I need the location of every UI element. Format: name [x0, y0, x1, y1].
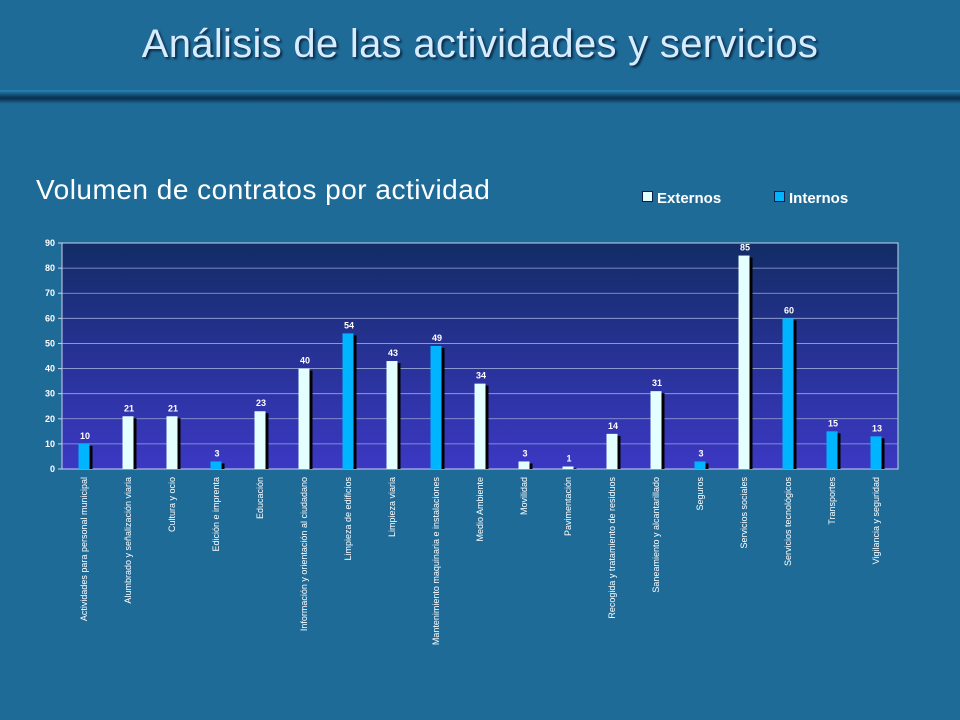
bar-internos — [694, 461, 706, 469]
x-category-label: Seguros — [695, 477, 705, 511]
x-category-label: Recogida y tratamiento de residuos — [607, 477, 617, 619]
legend-swatch-internos — [774, 191, 785, 202]
bar-internos — [430, 345, 442, 469]
data-label: 21 — [168, 403, 178, 413]
legend-label-externos: Externos — [657, 190, 722, 207]
y-tick-label: 80 — [45, 263, 55, 273]
data-label: 23 — [256, 398, 266, 408]
y-tick-label: 90 — [45, 238, 55, 248]
x-category-label: Actividades para personal municipal — [79, 477, 89, 621]
legend-swatch-externos — [642, 191, 653, 202]
data-label: 31 — [652, 378, 662, 388]
x-category-label: Cultura y ocio — [167, 477, 177, 532]
legend-item-externos: Externos — [642, 190, 721, 207]
title-divider — [0, 90, 960, 104]
bar-externos — [166, 416, 178, 469]
y-tick-label: 40 — [45, 364, 55, 374]
bar-internos — [870, 436, 882, 469]
bar-externos — [738, 255, 750, 469]
x-category-label: Educación — [255, 477, 265, 519]
data-label: 1 — [566, 453, 571, 463]
x-category-label: Transportes — [827, 477, 837, 525]
data-label: 3 — [698, 448, 703, 458]
y-tick-label: 50 — [45, 338, 55, 348]
x-category-label: Movilidad — [519, 477, 529, 515]
bar-externos — [254, 411, 266, 469]
bar-internos — [782, 318, 794, 469]
x-category-label: Edición e imprenta — [211, 477, 221, 552]
bar-externos — [650, 391, 662, 469]
bar-externos — [386, 361, 398, 469]
data-label: 13 — [872, 423, 882, 433]
data-label: 10 — [80, 431, 90, 441]
bar-internos — [826, 431, 838, 469]
x-category-label: Medio Ambiente — [475, 477, 485, 542]
chart-title: Volumen de contratos por actividad — [36, 174, 491, 205]
x-category-label: Limpieza de edificios — [343, 477, 353, 561]
x-category-label: Limpieza viaria — [387, 477, 397, 537]
y-tick-label: 20 — [45, 414, 55, 424]
data-label: 49 — [432, 333, 442, 343]
x-category-label: Servicios tecnológicos — [783, 477, 793, 567]
x-category-label: Pavimentación — [563, 477, 573, 536]
x-category-label: Información y orientación al ciudadano — [299, 477, 309, 631]
legend-label-internos: Internos — [789, 190, 849, 207]
data-label: 43 — [388, 348, 398, 358]
x-category-label: Vigilancia y seguridad — [871, 477, 881, 564]
y-tick-label: 0 — [50, 464, 55, 474]
data-label: 14 — [608, 421, 618, 431]
x-category-label: Saneamiento y alcantarillado — [651, 477, 661, 593]
bar-internos — [210, 461, 222, 469]
bar-externos — [122, 416, 134, 469]
y-tick-label: 30 — [45, 389, 55, 399]
slide-title: Análisis de las actividades y servicios — [141, 22, 819, 66]
bar-internos — [342, 333, 354, 469]
data-label: 60 — [784, 305, 794, 315]
bar-externos — [562, 466, 574, 469]
data-label: 21 — [124, 403, 134, 413]
bar-internos — [78, 443, 90, 469]
legend-item-internos: Internos — [774, 190, 848, 207]
y-tick-label: 10 — [45, 439, 55, 449]
y-tick-label: 70 — [45, 288, 55, 298]
data-label: 3 — [522, 448, 527, 458]
data-label: 3 — [214, 448, 219, 458]
x-category-label: Servicios sociales — [739, 477, 749, 549]
bar-externos — [474, 383, 486, 469]
data-label: 15 — [828, 418, 838, 428]
data-label: 85 — [740, 243, 750, 253]
x-category-label: Alumbrado y señalización viaria — [123, 477, 133, 604]
x-category-label: Mantenimiento maquinaria e instalaciones — [431, 477, 441, 646]
data-label: 54 — [344, 320, 354, 330]
data-label: 34 — [476, 371, 486, 381]
bar-externos — [298, 368, 310, 469]
data-label: 40 — [300, 356, 310, 366]
y-tick-label: 60 — [45, 313, 55, 323]
bar-externos — [606, 433, 618, 469]
bar-externos — [518, 461, 530, 469]
